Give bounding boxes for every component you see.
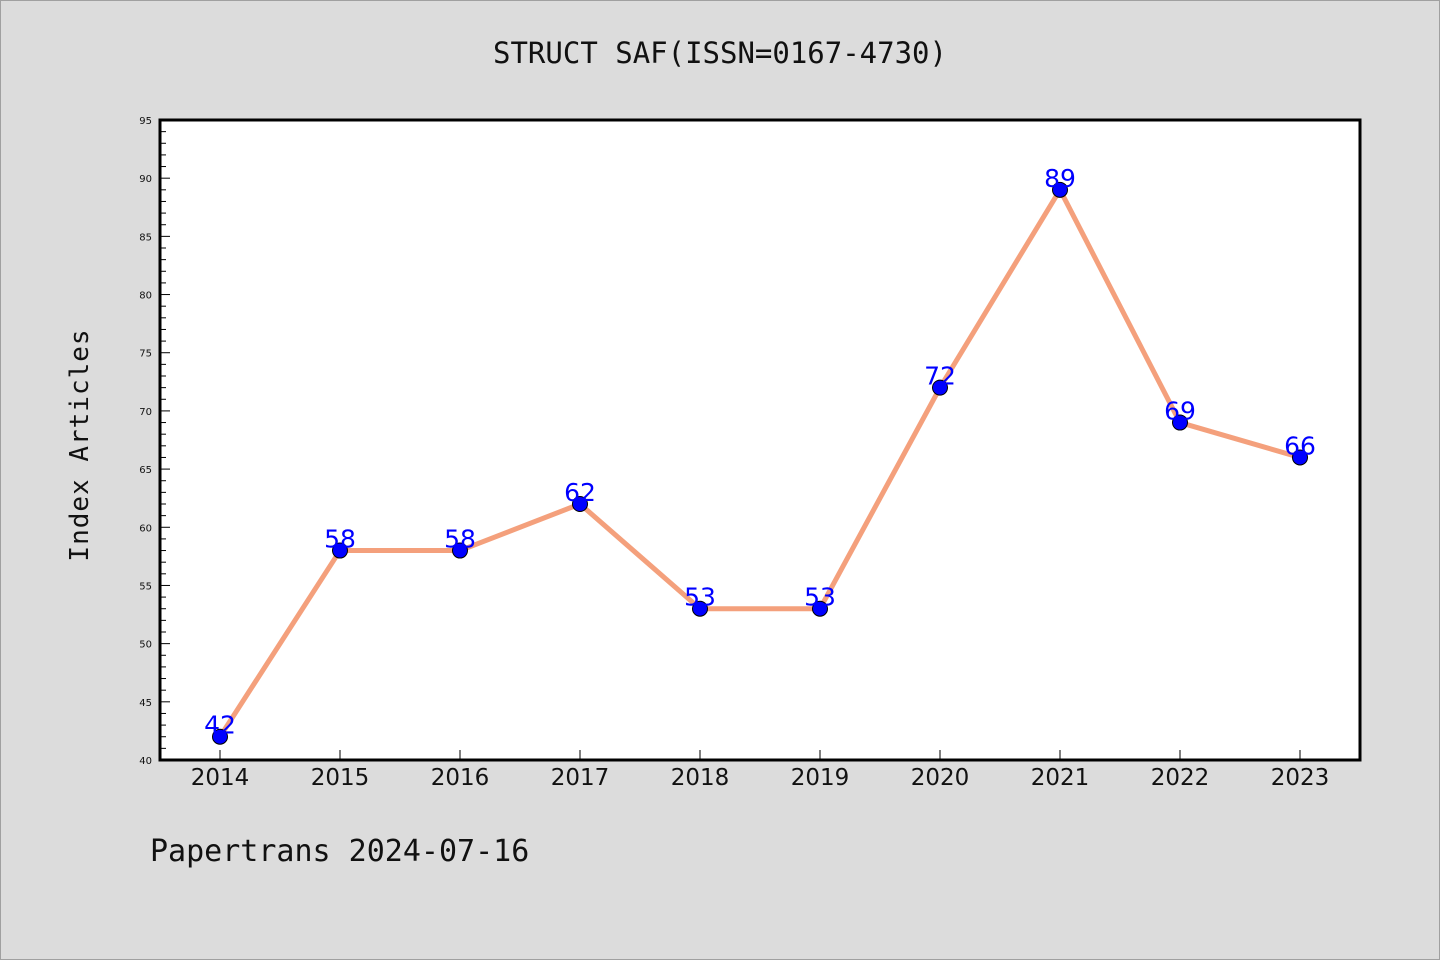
x-axis: 2014 2015 2016 2017 2018 2019 2020 2021 2022 2023 bbox=[191, 750, 1330, 791]
series-line bbox=[217, 187, 1301, 739]
data-point bbox=[332, 542, 348, 559]
series-group: 42 58 58 62 53 53 72 89 69 66 bbox=[204, 164, 1316, 745]
x-tick-label: 2021 bbox=[1031, 765, 1090, 791]
data-point bbox=[1052, 181, 1068, 198]
data-label: 42 bbox=[204, 711, 236, 740]
y-tick-label: 40 bbox=[139, 756, 152, 767]
y-tick-label: 95 bbox=[139, 116, 152, 127]
y-tick-label: 90 bbox=[139, 174, 152, 185]
data-label: 53 bbox=[804, 583, 836, 612]
x-tick-label: 2022 bbox=[1151, 765, 1210, 791]
y-tick-label: 70 bbox=[139, 407, 152, 418]
data-point bbox=[212, 728, 228, 745]
data-point bbox=[932, 379, 948, 396]
y-tick-label: 55 bbox=[139, 581, 152, 592]
data-label: 89 bbox=[1044, 164, 1076, 193]
data-point bbox=[452, 542, 468, 559]
y-tick-label: 75 bbox=[139, 349, 152, 360]
x-tick-label: 2017 bbox=[551, 765, 610, 791]
x-tick-label: 2020 bbox=[911, 765, 970, 791]
y-tick-label: 45 bbox=[139, 698, 152, 709]
x-tick-label: 2016 bbox=[431, 765, 490, 791]
x-tick-label: 2014 bbox=[191, 765, 250, 791]
footer-note: Papertrans 2024-07-16 bbox=[150, 834, 530, 869]
data-label: 58 bbox=[324, 525, 356, 554]
data-point bbox=[812, 600, 828, 617]
x-tick-label: 2023 bbox=[1271, 765, 1330, 791]
y-tick-label: 60 bbox=[139, 523, 152, 534]
x-tick-label: 2019 bbox=[791, 765, 850, 791]
plot-border bbox=[158, 118, 1362, 762]
y-tick-label: 85 bbox=[139, 232, 152, 243]
data-label: 66 bbox=[1284, 431, 1316, 460]
data-label: 72 bbox=[924, 362, 956, 391]
y-tick-label: 65 bbox=[139, 465, 152, 476]
data-point bbox=[572, 496, 588, 512]
y-tick-label: 80 bbox=[139, 291, 152, 302]
y-axis: 40 45 50 55 60 65 70 75 80 85 90 95 bbox=[139, 116, 170, 767]
y-tick-label: 50 bbox=[139, 640, 152, 651]
x-tick-label: 2015 bbox=[311, 765, 370, 791]
data-label: 69 bbox=[1164, 397, 1196, 426]
chart-title: STRUCT SAF(ISSN=0167-4730) bbox=[493, 36, 947, 70]
data-point bbox=[1172, 414, 1188, 431]
x-tick-label: 2018 bbox=[671, 765, 730, 791]
data-label: 58 bbox=[444, 525, 476, 554]
data-point bbox=[1292, 449, 1308, 466]
plot-area bbox=[160, 120, 1360, 760]
data-point bbox=[692, 600, 708, 617]
data-label: 62 bbox=[564, 478, 596, 507]
data-label: 53 bbox=[684, 583, 716, 612]
